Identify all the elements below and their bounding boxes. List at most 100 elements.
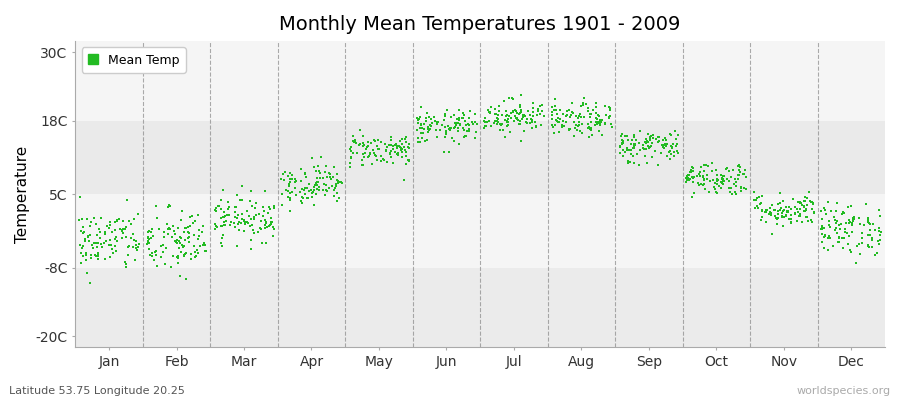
Point bbox=[145, 252, 159, 259]
Point bbox=[311, 168, 326, 174]
Point bbox=[707, 184, 722, 190]
Point bbox=[814, 226, 829, 232]
Point bbox=[176, 229, 191, 235]
Point bbox=[170, 225, 184, 231]
Point bbox=[685, 174, 699, 180]
Point bbox=[454, 121, 468, 128]
Point bbox=[411, 115, 426, 122]
Point bbox=[603, 107, 617, 113]
Point bbox=[141, 236, 156, 242]
Point bbox=[852, 221, 867, 227]
Point bbox=[427, 114, 441, 121]
Point bbox=[555, 122, 570, 128]
Point bbox=[152, 226, 166, 232]
Point bbox=[470, 120, 484, 127]
Point bbox=[528, 124, 543, 130]
Point bbox=[714, 185, 728, 191]
Point bbox=[246, 226, 260, 233]
Point bbox=[492, 103, 507, 109]
Point bbox=[310, 182, 325, 188]
Point bbox=[581, 134, 596, 140]
Point bbox=[529, 123, 544, 130]
Point bbox=[710, 177, 724, 184]
Point bbox=[714, 178, 728, 185]
Point bbox=[759, 207, 773, 213]
Point bbox=[171, 254, 185, 261]
Point bbox=[350, 150, 365, 156]
Point bbox=[828, 220, 842, 226]
Point bbox=[413, 139, 428, 145]
Point bbox=[737, 171, 751, 177]
Point bbox=[105, 250, 120, 256]
Point bbox=[211, 202, 225, 209]
Point bbox=[319, 182, 333, 188]
Point bbox=[410, 138, 425, 145]
Point bbox=[230, 192, 245, 198]
Point bbox=[218, 213, 232, 219]
Point bbox=[281, 188, 295, 194]
Point bbox=[445, 114, 459, 120]
Point bbox=[359, 144, 374, 150]
Point bbox=[399, 161, 413, 167]
Point bbox=[552, 128, 566, 135]
Point bbox=[175, 242, 189, 248]
Point bbox=[762, 211, 777, 217]
Point bbox=[276, 171, 291, 178]
Point bbox=[602, 104, 616, 110]
Point bbox=[149, 203, 164, 209]
Point bbox=[589, 109, 603, 116]
Point bbox=[198, 242, 212, 248]
Point bbox=[623, 158, 637, 165]
Point bbox=[716, 181, 730, 187]
Point bbox=[733, 163, 747, 170]
Point bbox=[495, 112, 509, 118]
Point bbox=[207, 221, 221, 227]
Point bbox=[356, 133, 370, 139]
Point bbox=[189, 253, 203, 260]
Point bbox=[752, 194, 766, 200]
Point bbox=[715, 175, 729, 181]
Point bbox=[506, 108, 520, 115]
Point bbox=[316, 175, 330, 181]
Point bbox=[343, 146, 357, 152]
Point bbox=[861, 232, 876, 238]
Point bbox=[862, 219, 877, 226]
Point bbox=[788, 210, 802, 217]
Point bbox=[626, 153, 641, 159]
Point bbox=[514, 137, 528, 144]
Point bbox=[399, 139, 413, 146]
Point bbox=[116, 230, 130, 236]
Point bbox=[581, 120, 596, 127]
Point bbox=[161, 226, 176, 232]
Point bbox=[316, 186, 330, 193]
Point bbox=[602, 114, 616, 120]
Point bbox=[491, 116, 505, 122]
Point bbox=[797, 194, 812, 200]
Point bbox=[374, 158, 388, 165]
Point bbox=[228, 209, 242, 215]
Point bbox=[508, 108, 523, 114]
Point bbox=[367, 138, 382, 144]
Point bbox=[421, 129, 436, 135]
Point bbox=[393, 138, 408, 144]
Point bbox=[652, 139, 666, 145]
Point bbox=[104, 236, 118, 243]
Point bbox=[569, 113, 583, 120]
Point bbox=[92, 226, 106, 232]
Point bbox=[860, 242, 875, 249]
Point bbox=[294, 186, 309, 192]
Point bbox=[177, 251, 192, 257]
Point bbox=[500, 112, 514, 118]
Point bbox=[571, 122, 585, 129]
Point bbox=[861, 242, 876, 248]
Point bbox=[798, 207, 813, 214]
Point bbox=[422, 126, 436, 133]
Point bbox=[566, 110, 580, 116]
Point bbox=[598, 120, 612, 126]
Point bbox=[304, 187, 319, 194]
Point bbox=[499, 108, 513, 114]
Point bbox=[526, 109, 540, 116]
Point bbox=[217, 218, 231, 225]
Point bbox=[193, 233, 207, 240]
Point bbox=[733, 169, 747, 176]
